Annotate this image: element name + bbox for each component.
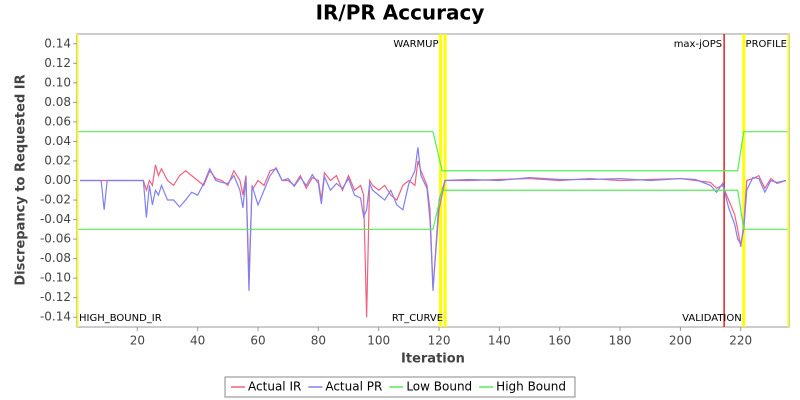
- x-tick-label: 160: [548, 334, 571, 348]
- legend: Actual IR Actual PR Low Bound High Bound: [224, 376, 576, 398]
- x-tick-label: 140: [488, 334, 511, 348]
- y-tick-label: -0.10: [40, 271, 71, 285]
- y-tick-label: 0.06: [44, 114, 71, 128]
- x-tick-label: 120: [428, 334, 451, 348]
- x-tick-label: 200: [669, 334, 692, 348]
- x-axis-title: Iteration: [401, 352, 465, 367]
- marker-label: VALIDATION: [682, 313, 742, 324]
- y-tick-label: 0.02: [44, 153, 71, 167]
- series-line: [80, 147, 787, 291]
- y-tick-label: -0.14: [40, 310, 71, 324]
- marker-label: PROFILE: [746, 39, 787, 50]
- x-tick-label: 100: [367, 334, 390, 348]
- y-tick-label: 0.10: [44, 75, 71, 89]
- marker-label: WARMUP: [393, 39, 438, 50]
- y-tick-label: 0.04: [44, 134, 71, 148]
- series-line: [78, 131, 788, 172]
- legend-label: High Bound: [496, 380, 566, 394]
- chart-title: IR/PR Accuracy: [316, 1, 485, 25]
- x-tick-label: 180: [609, 334, 632, 348]
- y-tick-label: 0.00: [44, 173, 71, 187]
- y-tick-label: -0.04: [40, 212, 71, 226]
- legend-label: Low Bound: [406, 380, 472, 394]
- x-tick-label: 80: [311, 334, 326, 348]
- marker-label: max-jOPS: [674, 39, 722, 50]
- y-tick-label: -0.12: [40, 290, 71, 304]
- y-tick-label: -0.06: [40, 232, 71, 246]
- legend-label: Actual IR: [248, 380, 301, 394]
- y-tick-label: 0.12: [44, 56, 71, 70]
- y-axis-title: Discrepancy to Requested IR: [14, 74, 29, 285]
- y-tick-label: 0.14: [44, 36, 71, 50]
- marker-label: RT_CURVE: [392, 313, 443, 324]
- marker-label: HIGH_BOUND_IR: [79, 313, 162, 324]
- x-tick-label: 220: [729, 334, 752, 348]
- series-line: [80, 160, 787, 318]
- x-tick-label: 40: [190, 334, 205, 348]
- x-tick-label: 20: [130, 334, 145, 348]
- y-tick-label: -0.08: [40, 251, 71, 265]
- x-tick-label: 60: [250, 334, 265, 348]
- legend-label: Actual PR: [325, 380, 382, 394]
- y-tick-label: 0.08: [44, 95, 71, 109]
- series-line: [78, 189, 788, 230]
- y-tick-label: -0.02: [40, 193, 71, 207]
